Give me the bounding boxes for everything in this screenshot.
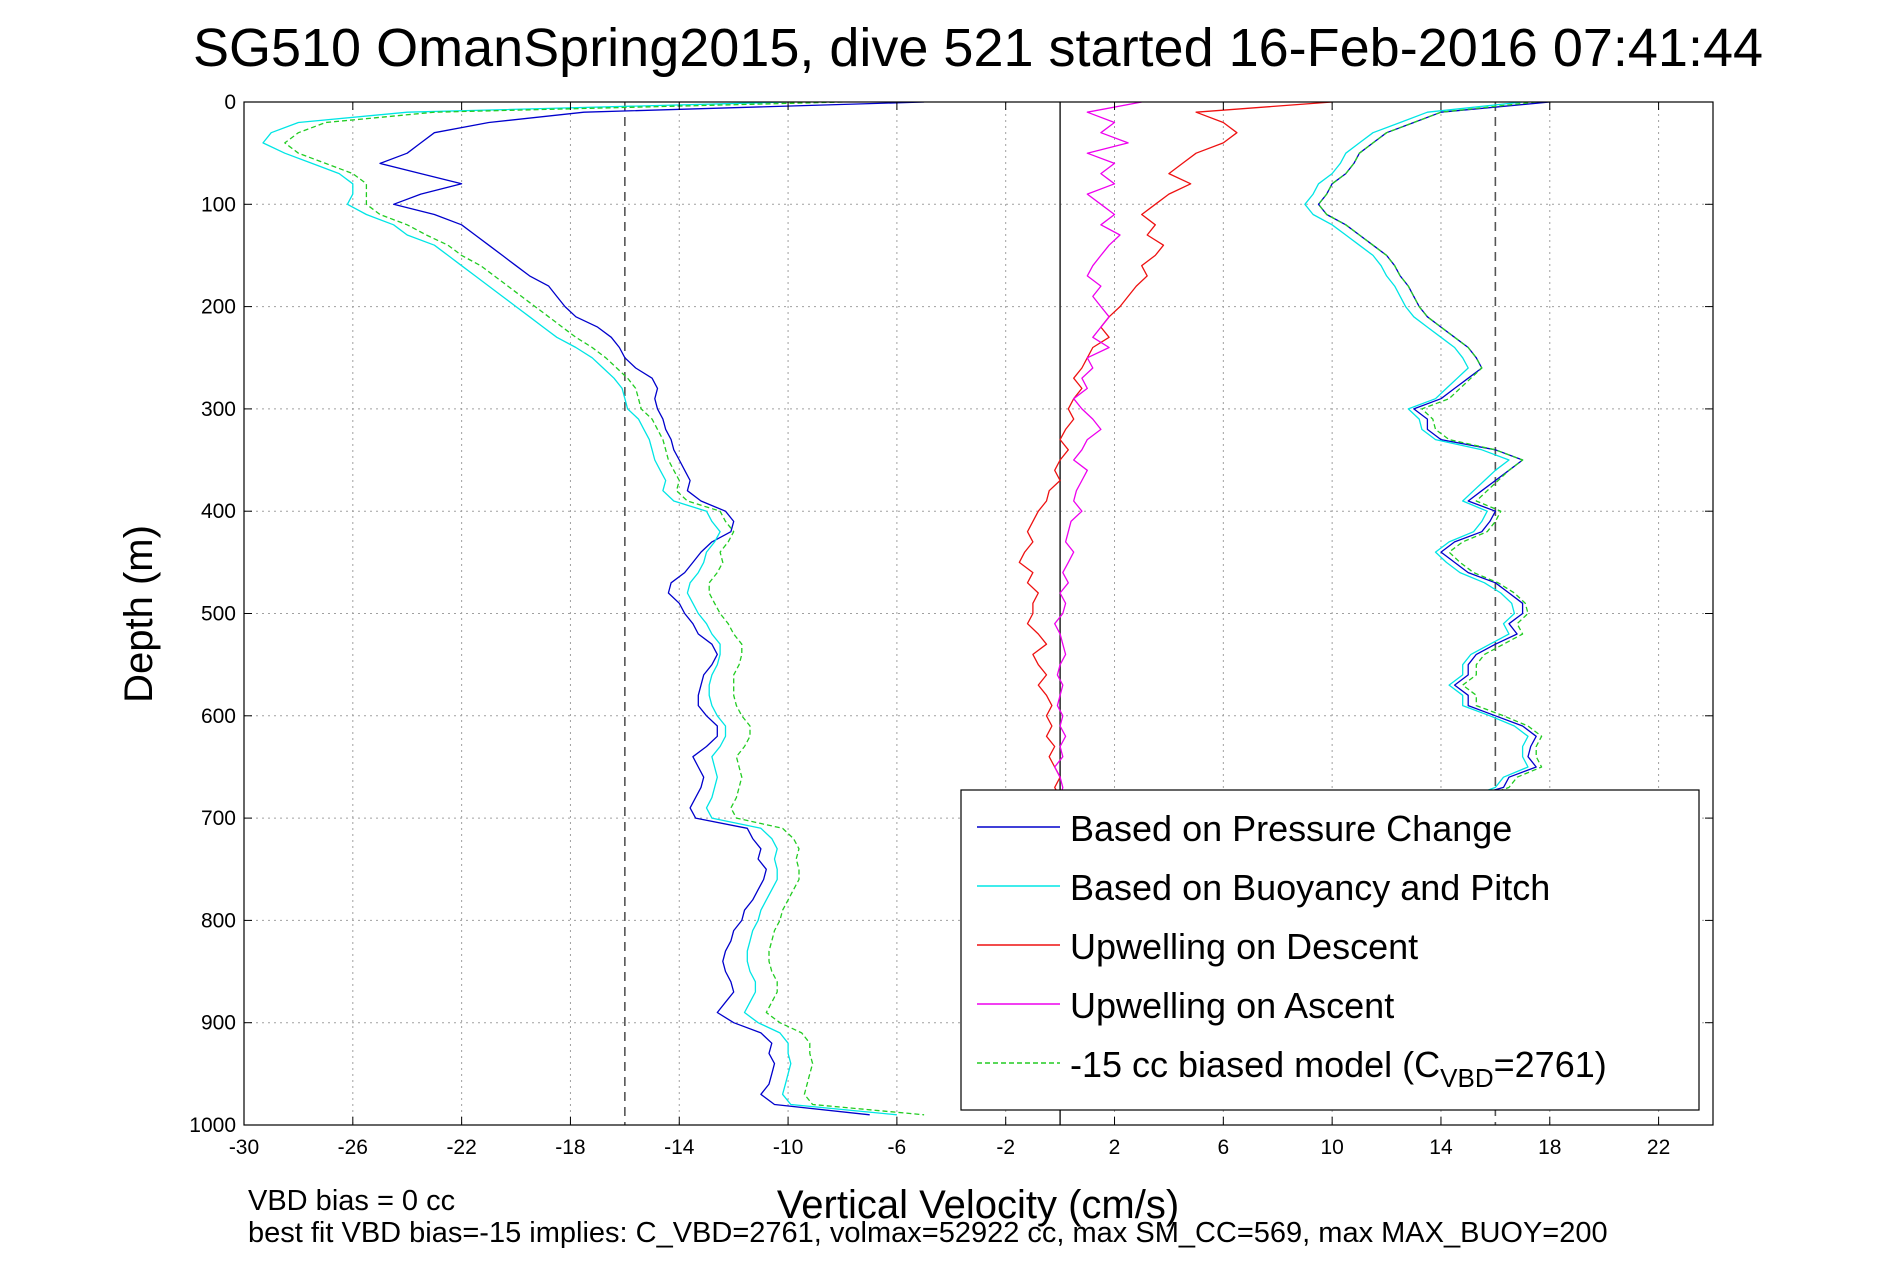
y-tick-label: 400 bbox=[201, 500, 236, 523]
legend-label-subscript: VBD bbox=[1440, 1063, 1493, 1093]
x-tick-label: -18 bbox=[555, 1136, 585, 1159]
series-line-3-0 bbox=[1054, 102, 1142, 798]
legend-label: Upwelling on Descent bbox=[1070, 926, 1418, 967]
y-tick-label: 600 bbox=[201, 705, 236, 728]
footer-line-1: VBD bias = 0 cc bbox=[248, 1185, 455, 1217]
legend-label-text: Upwelling on Ascent bbox=[1070, 985, 1394, 1026]
y-axis-ticks: 0 100 200 300 400 500 600 700 800 900 1000 bbox=[189, 91, 1713, 1137]
series-line-0-0 bbox=[379, 102, 925, 1116]
x-tick-label: 10 bbox=[1320, 1136, 1343, 1159]
y-tick-label: 700 bbox=[201, 807, 236, 830]
x-tick-label: -10 bbox=[773, 1136, 803, 1159]
y-tick-label: 1000 bbox=[189, 1114, 236, 1137]
series-line-2-0 bbox=[1018, 102, 1333, 798]
y-tick-label: 900 bbox=[201, 1012, 236, 1035]
legend-label-text: Based on Pressure Change bbox=[1070, 808, 1512, 849]
legend-label-text: -15 cc biased model (C bbox=[1070, 1044, 1440, 1085]
legend-label: Based on Buoyancy and Pitch bbox=[1070, 867, 1550, 908]
legend: Based on Pressure Change Based on Buoyanc… bbox=[960, 789, 1700, 1111]
x-tick-label: -26 bbox=[338, 1136, 368, 1159]
x-tick-label: 2 bbox=[1109, 1136, 1121, 1159]
legend-label-text: Based on Buoyancy and Pitch bbox=[1070, 867, 1550, 908]
x-tick-label: 18 bbox=[1538, 1136, 1561, 1159]
x-tick-label: 22 bbox=[1647, 1136, 1670, 1159]
series-line-4-1 bbox=[1317, 102, 1543, 799]
x-tick-label: -22 bbox=[446, 1136, 476, 1159]
x-tick-label: 6 bbox=[1217, 1136, 1229, 1159]
series-lines bbox=[262, 102, 1550, 1116]
y-tick-label: 0 bbox=[224, 91, 236, 114]
x-axis-ticks: -30 -26 -22 -18 -14 -10 -6 -2 2 6 10 14 18 22 bbox=[229, 102, 1670, 1159]
y-tick-label: 300 bbox=[201, 398, 236, 421]
series-line-1-1 bbox=[1304, 102, 1529, 799]
y-tick-label: 500 bbox=[201, 603, 236, 626]
x-tick-label: -30 bbox=[229, 1136, 259, 1159]
x-tick-label: -2 bbox=[996, 1136, 1015, 1159]
legend-label: -15 cc biased model (CVBD=2761) bbox=[1070, 1044, 1607, 1093]
footer-line-2: best fit VBD bias=-15 implies: C_VBD=276… bbox=[248, 1217, 1608, 1249]
y-tick-label: 800 bbox=[201, 909, 236, 932]
series-line-0-1 bbox=[1317, 102, 1550, 799]
chart-title: SG510 OmanSpring2015, dive 521 started 1… bbox=[193, 18, 1763, 78]
y-tick-label: 200 bbox=[201, 296, 236, 319]
legend-label: Upwelling on Ascent bbox=[1070, 985, 1394, 1026]
legend-label-text: Upwelling on Descent bbox=[1070, 926, 1418, 967]
legend-label: Based on Pressure Change bbox=[1070, 808, 1512, 849]
x-tick-label: -14 bbox=[664, 1136, 695, 1159]
x-axis-label: Vertical Velocity (cm/s) bbox=[777, 1183, 1179, 1227]
legend-label-suffix: =2761) bbox=[1494, 1044, 1607, 1085]
legend-box bbox=[960, 789, 1700, 1111]
y-axis-label: Depth (m) bbox=[117, 525, 161, 703]
series-line-4-0 bbox=[284, 102, 925, 1116]
x-tick-label: 14 bbox=[1429, 1136, 1453, 1159]
series-line-1-0 bbox=[262, 102, 897, 1116]
x-tick-label: -6 bbox=[888, 1136, 907, 1159]
y-tick-label: 100 bbox=[201, 193, 236, 216]
